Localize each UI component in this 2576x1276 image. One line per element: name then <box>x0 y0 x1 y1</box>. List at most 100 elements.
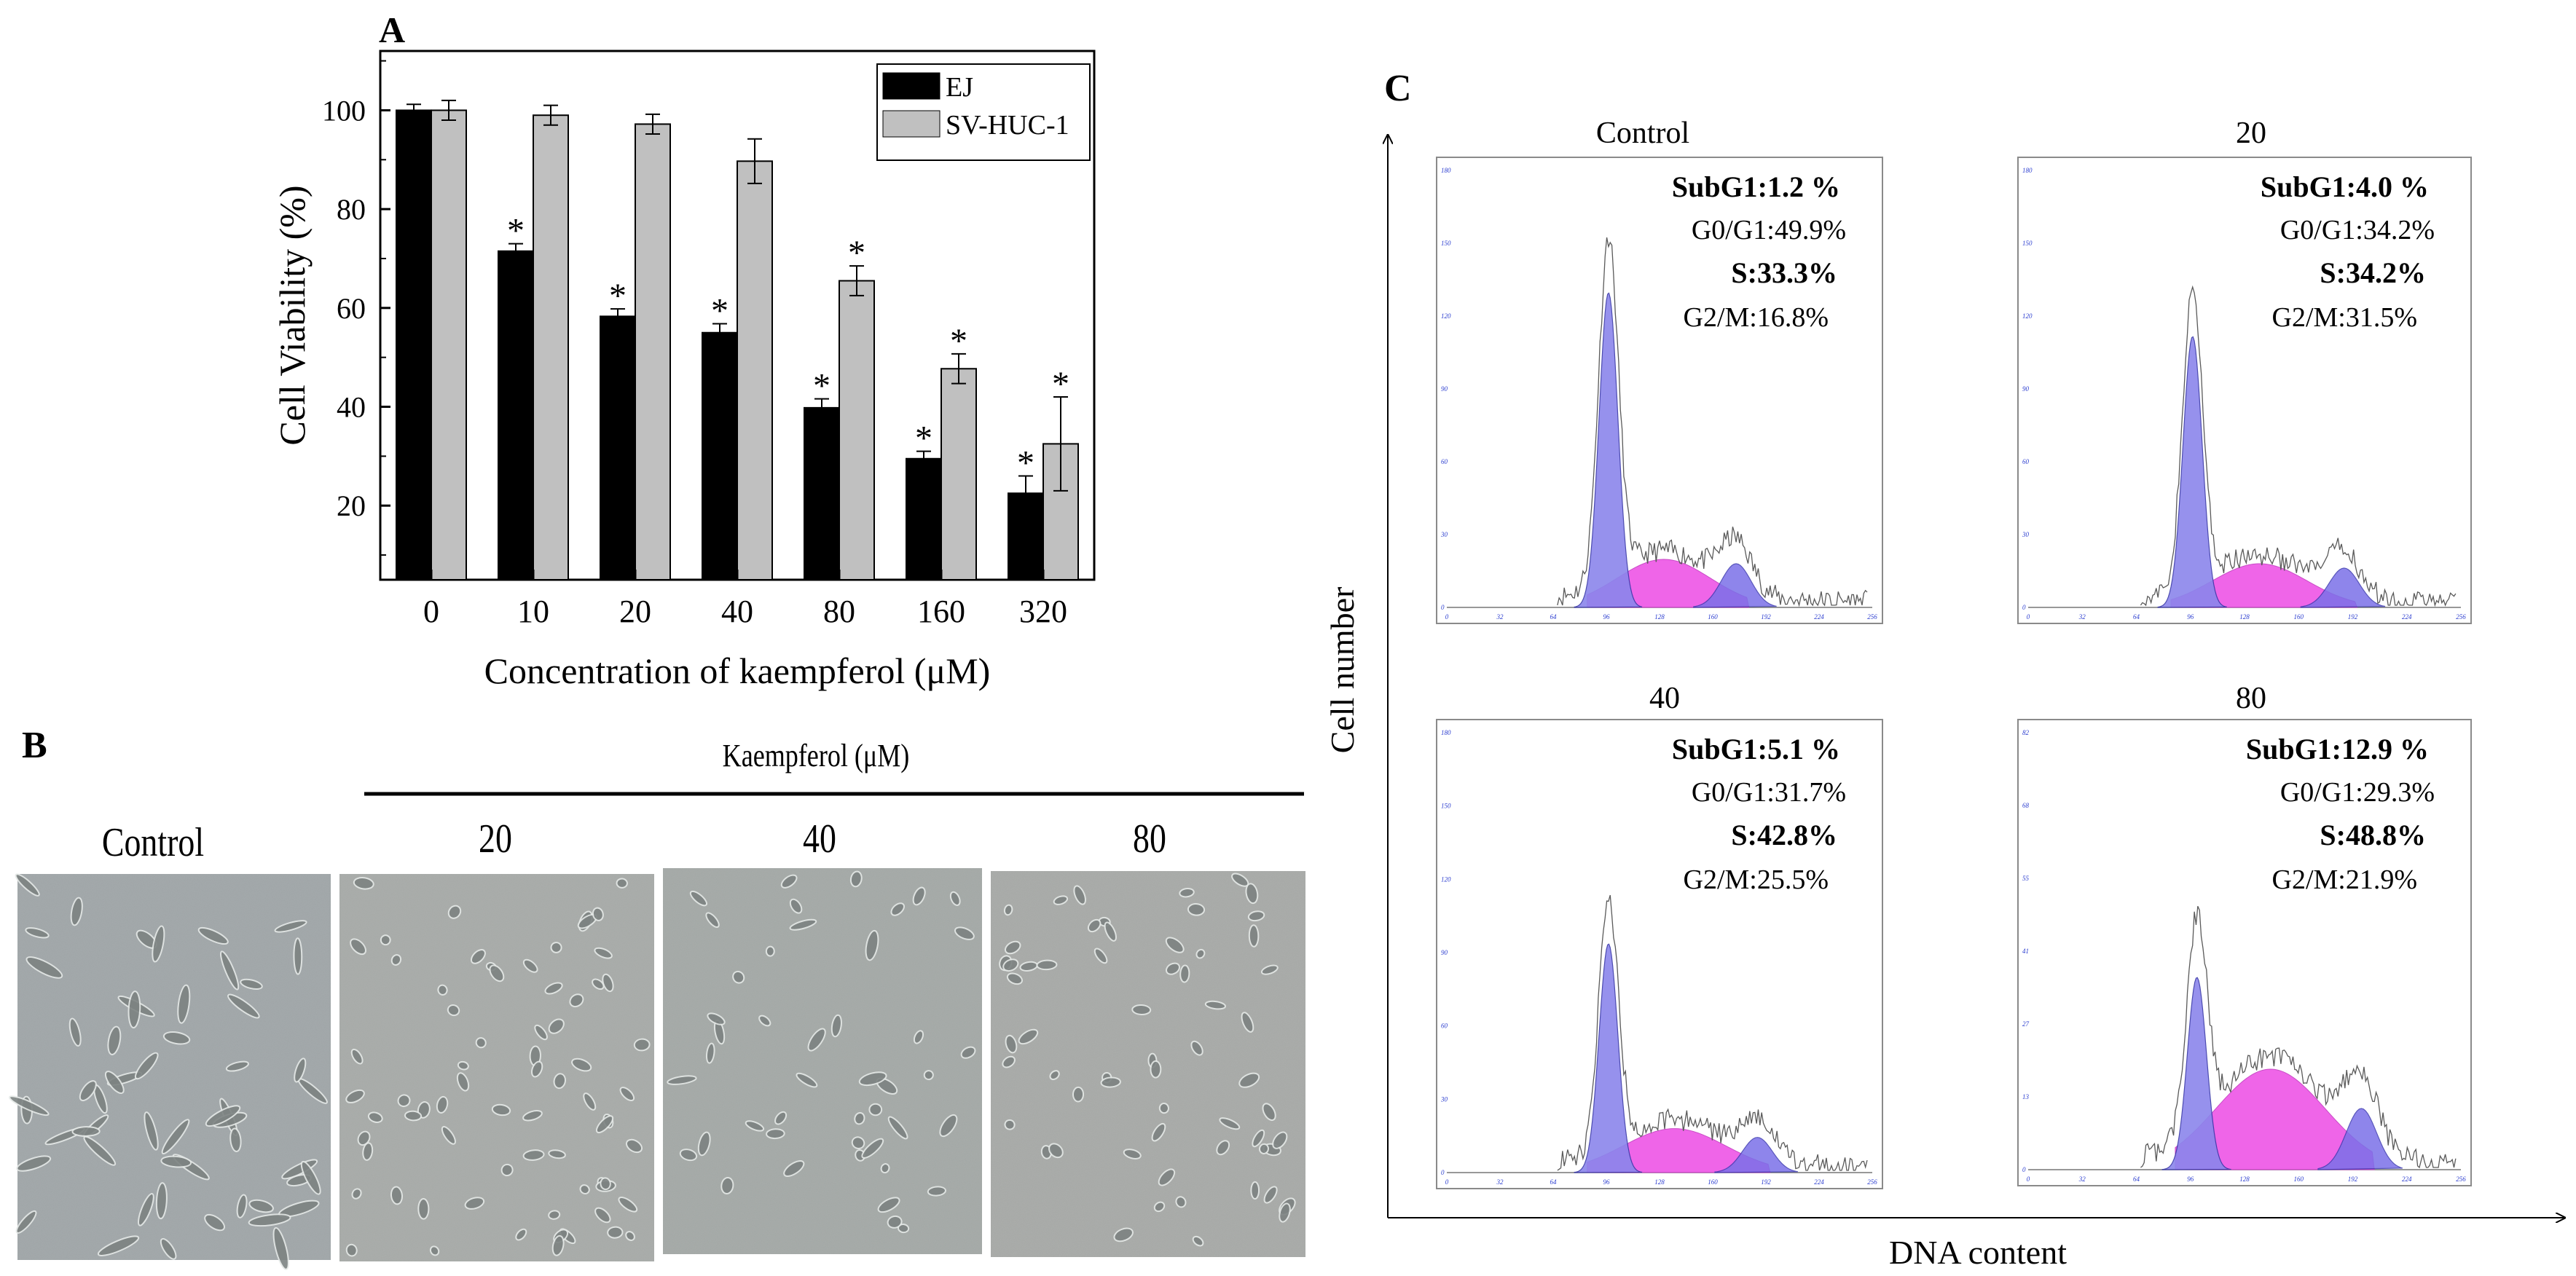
image-label-40: 40 <box>803 816 836 862</box>
histogram-y-tick: 30 <box>1440 1095 1448 1103</box>
histogram-y-tick: 180 <box>1441 167 1451 174</box>
cell <box>236 1194 248 1218</box>
cell <box>357 1130 371 1146</box>
histogram-x-tick: 192 <box>2348 613 2358 621</box>
panel-label-c: C <box>1384 68 1412 109</box>
cell <box>1192 1235 1204 1247</box>
cell <box>774 1111 788 1125</box>
cell <box>732 970 745 984</box>
histogram-grid: Control 0 32 64 96 128 160 192 224 256 0 30 60 90 120 1… <box>1436 117 2472 1189</box>
cell <box>707 1012 726 1025</box>
cell <box>534 1024 548 1041</box>
cells-80 <box>999 873 1296 1247</box>
histogram-x-tick: 0 <box>2027 613 2030 621</box>
x-axis-label: Concentration of kaempferol (μM) <box>484 650 991 691</box>
cell <box>160 1237 177 1260</box>
cell <box>1049 1070 1060 1081</box>
histogram-y-tick: 0 <box>2022 604 2026 611</box>
cell <box>345 1243 358 1257</box>
histogram-x-tick: 0 <box>1445 1178 1449 1186</box>
histogram-y-tick: 90 <box>1441 385 1448 393</box>
cell <box>1036 959 1058 971</box>
histogram-x-tick: 128 <box>2239 613 2250 621</box>
cell <box>300 1160 321 1195</box>
histogram-x-tick: 32 <box>2078 1175 2086 1183</box>
cell <box>1113 1227 1134 1242</box>
cell <box>789 918 817 931</box>
histogram-x-tick: 256 <box>2456 613 2466 621</box>
histogram-y-tick: 13 <box>2022 1093 2030 1100</box>
annotation-s: S:48.8% <box>2320 819 2426 851</box>
cell <box>227 993 260 1019</box>
cell <box>353 877 374 890</box>
x-tick-label: 80 <box>823 594 855 629</box>
cell <box>197 926 229 945</box>
cell <box>464 1197 485 1210</box>
y-tick-label: 20 <box>337 489 366 522</box>
significance-marker: * <box>848 234 865 272</box>
histogram-y-tick: 180 <box>1441 729 1451 736</box>
cell <box>447 1004 460 1017</box>
cell <box>1158 1168 1176 1186</box>
cell <box>689 890 708 907</box>
annotation-g0g1: G0/G1:31.7% <box>1692 777 1846 808</box>
annotation-g2m: G2/M:21.9% <box>2272 865 2418 895</box>
cell <box>1131 1004 1152 1015</box>
histogram-x-tick: 128 <box>1654 613 1665 621</box>
cell <box>1258 1143 1269 1154</box>
cell <box>569 993 584 1008</box>
histogram-x-tick: 160 <box>2294 1175 2304 1183</box>
histogram-x-tick: 96 <box>2187 613 2194 621</box>
histogram-x-tick: 32 <box>1496 1178 1504 1186</box>
x-tick-label: 0 <box>423 594 439 629</box>
cells-40 <box>667 870 976 1234</box>
cell <box>225 1060 249 1072</box>
cell <box>625 1138 643 1154</box>
annotation-subg1: SubG1:1.2 % <box>1672 170 1840 203</box>
cell <box>530 1060 543 1078</box>
bar-ej-40 <box>702 331 738 580</box>
cell <box>345 1089 365 1103</box>
histogram-y-tick: 30 <box>1440 531 1448 538</box>
cell <box>367 1111 383 1123</box>
cell <box>248 1199 274 1213</box>
cell <box>417 1197 430 1220</box>
bar-sv-huc-1-0 <box>431 109 467 581</box>
g0g1-peak-fill <box>1574 292 1643 608</box>
cell <box>350 1048 364 1065</box>
cell <box>274 920 307 933</box>
cell <box>15 873 40 897</box>
cell <box>1153 1201 1166 1213</box>
cell <box>144 1111 159 1151</box>
cell <box>1190 1040 1203 1056</box>
histogram-title: 20 <box>2236 117 2266 150</box>
cell <box>25 956 63 979</box>
cell <box>1104 921 1117 942</box>
cell <box>667 1075 697 1085</box>
cell <box>350 938 366 956</box>
histogram-x-tick: 96 <box>1603 1178 1611 1186</box>
histogram-x-tick: 224 <box>2402 613 2412 621</box>
cell <box>1260 964 1279 975</box>
histogram-x-tick: 160 <box>1708 613 1718 621</box>
g2m-peak-fill <box>2300 567 2386 608</box>
cell <box>1272 1131 1288 1149</box>
cell <box>898 1224 910 1234</box>
significance-marker: * <box>1052 365 1069 403</box>
histogram-y-tick: 55 <box>2022 875 2030 882</box>
histogram-y-tick: 150 <box>1441 803 1451 810</box>
cell <box>854 1111 865 1125</box>
cell <box>960 1046 976 1059</box>
cell <box>1216 1140 1230 1156</box>
annotation-s: S:34.2% <box>2320 256 2426 289</box>
significance-marker: * <box>813 367 830 406</box>
raw-trace <box>2140 905 2457 1169</box>
cell <box>489 964 505 982</box>
cell <box>294 1058 307 1083</box>
legend-label-sv-huc-1: SV-HUC-1 <box>946 110 1069 141</box>
cell <box>70 897 83 926</box>
cell <box>457 1060 469 1071</box>
histogram-y-tick: 30 <box>2022 531 2030 538</box>
raw-trace <box>2140 285 2457 607</box>
cell <box>923 1070 934 1081</box>
